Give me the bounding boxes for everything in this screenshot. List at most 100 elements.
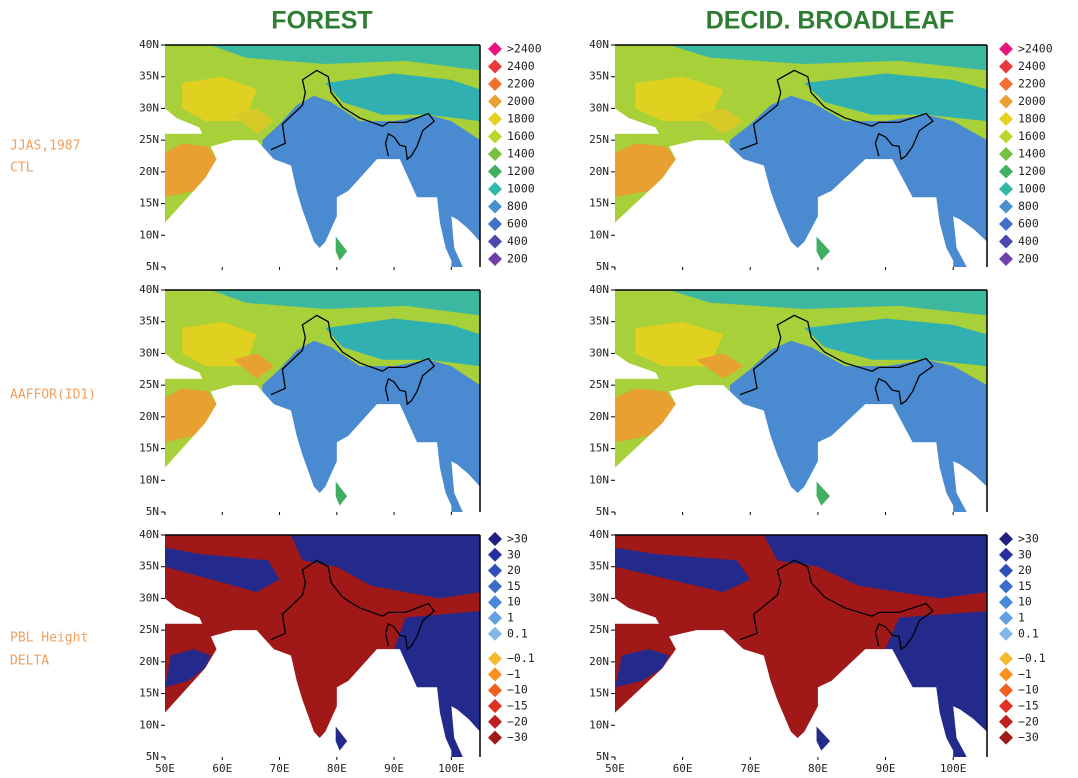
legend-swatch [488, 579, 502, 593]
legend-label: −0.1 [1018, 651, 1046, 665]
column-title: DECID. BROADLEAF [706, 7, 955, 35]
legend-label: 10 [507, 595, 521, 609]
lat-label: 35N [139, 315, 159, 328]
lat-label: 15N [139, 197, 159, 210]
legend-label: −1 [507, 667, 521, 681]
row-label: DELTA [10, 654, 49, 669]
legend-swatch [488, 683, 502, 697]
lon-label: 70E [270, 762, 290, 775]
legend-swatch [488, 699, 502, 713]
map-panel [615, 45, 987, 267]
legend-label: 1800 [507, 112, 535, 126]
legend-swatch [488, 147, 502, 161]
legend-label: 2400 [507, 59, 535, 73]
lat-label: 20N [589, 165, 609, 178]
row-label: JJAS,1987 [10, 139, 80, 154]
legend-label: 30 [507, 547, 521, 561]
lat-label: 25N [589, 133, 609, 146]
legend-label: 20 [507, 563, 521, 577]
legend-swatch [488, 252, 502, 266]
lat-label: 25N [139, 623, 159, 636]
legend-label: −10 [507, 683, 528, 697]
lat-label: 25N [589, 623, 609, 636]
map-panel [165, 45, 480, 267]
lat-label: 10N [589, 718, 609, 731]
legend-swatch [999, 252, 1013, 266]
legend-label: >2400 [1018, 42, 1053, 56]
legend-label: 2200 [507, 77, 535, 91]
legend-label: 400 [507, 234, 528, 248]
legend-swatch [999, 699, 1013, 713]
lat-label: 30N [589, 346, 609, 359]
lat-label: 30N [589, 101, 609, 114]
lat-label: 5N [596, 505, 609, 518]
legend-label: 1000 [507, 182, 535, 196]
legend-swatch [999, 564, 1013, 578]
legend-swatch [999, 652, 1013, 666]
lat-label: 40N [589, 528, 609, 541]
legend-label: −30 [1018, 730, 1039, 744]
row-label: AAFFOR(ID1) [10, 388, 96, 403]
legend-swatch [488, 95, 502, 109]
lon-label: 90E [876, 762, 896, 775]
lat-label: 20N [139, 165, 159, 178]
legend-label: 1800 [1018, 112, 1046, 126]
figure: FOREST DECID. BROADLEAF JJAS,1987 CTL AA… [0, 0, 1078, 778]
map-panel [165, 290, 480, 512]
legend-label: 0.1 [507, 626, 528, 640]
legend-label: >30 [1018, 532, 1039, 546]
legend-swatch [488, 130, 502, 144]
legend-swatch [488, 182, 502, 196]
legend-swatch [999, 667, 1013, 681]
legend-label: 1600 [1018, 129, 1046, 143]
legend-label: 1 [1018, 611, 1025, 625]
legend-swatch [488, 731, 502, 745]
lat-label: 20N [589, 410, 609, 423]
legend-swatch [999, 548, 1013, 562]
legend-label: −15 [507, 699, 528, 713]
legend-swatch [999, 112, 1013, 126]
legend-swatch [999, 165, 1013, 179]
legend-label: 1600 [507, 129, 535, 143]
lat-label: 35N [139, 560, 159, 573]
lat-label: 5N [146, 260, 159, 273]
legend-swatch [488, 235, 502, 249]
legend-swatch [999, 579, 1013, 593]
legend-label: 10 [1018, 595, 1032, 609]
legend-swatch [999, 42, 1013, 56]
lat-label: 35N [589, 315, 609, 328]
lat-label: 20N [589, 655, 609, 668]
legend-label: 2400 [1018, 59, 1046, 73]
lat-label: 40N [139, 528, 159, 541]
lat-label: 35N [589, 70, 609, 83]
lat-label: 25N [589, 378, 609, 391]
row-label: CTL [10, 161, 34, 176]
legend-swatch [999, 77, 1013, 91]
page: FOREST DECID. BROADLEAF JJAS,1987 CTL AA… [0, 0, 1078, 778]
legend-label: −15 [1018, 699, 1039, 713]
legend-swatch [999, 130, 1013, 144]
lat-label: 20N [139, 410, 159, 423]
lon-label: 100E [438, 762, 465, 775]
lat-label: 15N [139, 687, 159, 700]
legend-label: 20 [1018, 563, 1032, 577]
legend-swatch [999, 715, 1013, 729]
legend-swatch [488, 627, 502, 641]
legend-label: −30 [507, 730, 528, 744]
legend-swatch [488, 77, 502, 91]
legend-swatch [488, 667, 502, 681]
lat-label: 35N [589, 560, 609, 573]
legend-swatch [999, 683, 1013, 697]
lon-label: 60E [673, 762, 693, 775]
legend-label: 1200 [507, 164, 535, 178]
lat-label: 5N [146, 505, 159, 518]
lon-label: 70E [740, 762, 760, 775]
lat-label: 15N [139, 442, 159, 455]
legend-label: 200 [507, 252, 528, 266]
legend-label: 400 [1018, 234, 1039, 248]
map-panel [615, 290, 987, 512]
legend-swatch [999, 200, 1013, 214]
legend-label: 1 [507, 611, 514, 625]
legend-label: 800 [507, 199, 528, 213]
legend-label: 0.1 [1018, 626, 1039, 640]
